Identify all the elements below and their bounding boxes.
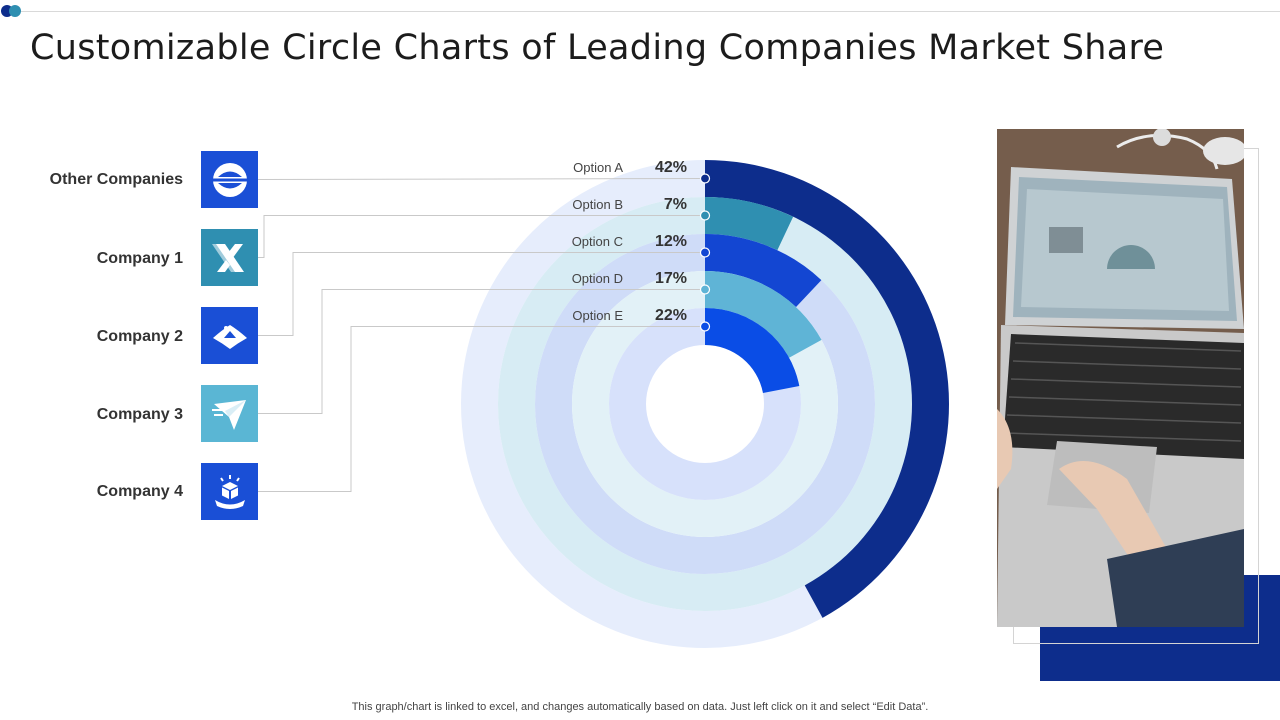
option-value-a: 42% bbox=[654, 159, 687, 176]
paper-plane-icon bbox=[201, 385, 258, 442]
bar-option-c bbox=[705, 234, 822, 308]
bar-option-d bbox=[705, 271, 822, 358]
leader-line-4 bbox=[258, 289, 705, 414]
company-label-2: Company 2 bbox=[96, 328, 183, 345]
marker-3 bbox=[699, 247, 711, 258]
leader-line-3 bbox=[258, 252, 705, 336]
option-value-b: 7% bbox=[663, 196, 687, 213]
box-ribbon-icon bbox=[201, 463, 258, 520]
company-label-other: Other Companies bbox=[49, 171, 183, 188]
option-label-c: Option C bbox=[571, 234, 623, 249]
option-label-b: Option B bbox=[572, 197, 623, 212]
marker-5 bbox=[699, 321, 711, 332]
marker-4 bbox=[699, 284, 711, 295]
top-divider bbox=[18, 11, 1280, 12]
x-logo-icon bbox=[201, 229, 258, 286]
footer-note: This graph/chart is linked to excel, and… bbox=[351, 701, 929, 713]
company-label-1: Company 1 bbox=[96, 250, 183, 267]
option-label-e: Option E bbox=[572, 308, 623, 323]
page-title: Customizable Circle Charts of Leading Co… bbox=[30, 28, 1165, 68]
laptop-photo bbox=[997, 129, 1244, 627]
bar-option-a bbox=[705, 160, 949, 618]
bar-option-b bbox=[705, 197, 794, 251]
leader-line-1 bbox=[257, 178, 706, 180]
bird-logo-icon bbox=[201, 307, 258, 364]
option-label-a: Option A bbox=[573, 160, 623, 175]
option-value-e: 22% bbox=[654, 307, 687, 324]
globe-icon bbox=[201, 151, 258, 208]
option-label-d: Option D bbox=[571, 271, 623, 286]
option-value-c: 12% bbox=[654, 233, 687, 250]
option-value-d: 17% bbox=[654, 270, 687, 287]
marker-2 bbox=[699, 210, 711, 221]
leader-line-2 bbox=[258, 215, 705, 258]
marker-1 bbox=[699, 173, 711, 184]
company-label-3: Company 3 bbox=[96, 406, 183, 423]
leader-line-5 bbox=[258, 326, 705, 492]
bar-option-e bbox=[705, 308, 800, 393]
corner-dot-teal bbox=[9, 5, 21, 17]
company-label-4: Company 4 bbox=[96, 483, 183, 500]
